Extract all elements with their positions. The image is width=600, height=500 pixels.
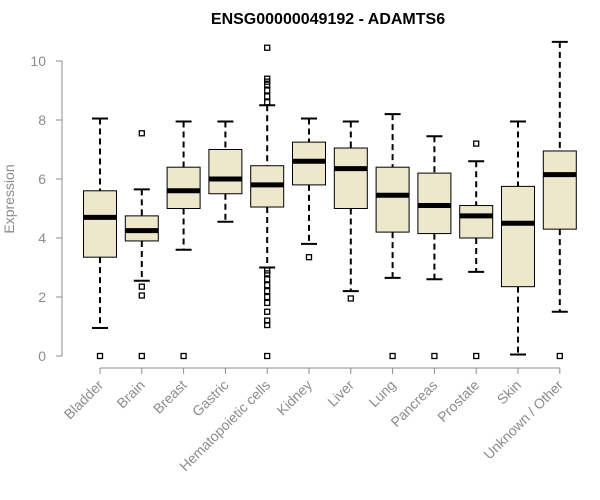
- y-axis: 0 2 4 6 8 10: [30, 53, 63, 364]
- outlier-point: [473, 140, 480, 147]
- y-tick-label: 2: [38, 289, 46, 305]
- box-iqr: [166, 166, 201, 209]
- box-iqr: [333, 147, 368, 209]
- y-tick-label: 0: [38, 348, 46, 364]
- box-group: [166, 120, 201, 360]
- outlier-point: [264, 299, 271, 307]
- x-tick-label: Prostate: [434, 377, 482, 425]
- outlier-point: [389, 352, 396, 360]
- box-group: [83, 117, 117, 360]
- outlier-point: [264, 321, 271, 329]
- outlier-point: [431, 352, 438, 360]
- outlier-point: [264, 81, 271, 88]
- outlier-point: [556, 352, 563, 360]
- outlier-point: [264, 270, 271, 277]
- y-tick-label: 8: [38, 112, 46, 128]
- box-group: [333, 120, 368, 302]
- outlier-point: [264, 44, 271, 51]
- box-group: [124, 130, 159, 360]
- outlier-point: [264, 99, 271, 106]
- box-group: [375, 113, 410, 360]
- x-tick-label: Skin: [494, 377, 525, 408]
- outlier-point: [138, 283, 145, 290]
- x-tick-label: Liver: [324, 377, 357, 410]
- box-iqr: [375, 166, 410, 233]
- x-tick-label: Kidney: [274, 377, 316, 419]
- box-group: [459, 140, 494, 360]
- box-iqr: [83, 190, 117, 258]
- outlier-point: [264, 293, 271, 301]
- outlier-point: [180, 352, 187, 360]
- outlier-point: [264, 308, 271, 315]
- outlier-point: [96, 352, 104, 360]
- outlier-point: [264, 93, 271, 100]
- box-group: [501, 120, 535, 356]
- box-iqr: [542, 150, 577, 230]
- box-group: [250, 44, 285, 360]
- y-axis-label: Expression: [1, 164, 17, 233]
- outlier-point: [138, 352, 145, 360]
- y-tick-label: 10: [30, 53, 46, 69]
- outlier-point: [264, 276, 271, 283]
- box-group: [542, 40, 577, 360]
- x-tick-label: Brain: [113, 377, 147, 411]
- box-iqr: [459, 205, 494, 239]
- y-tick-label: 6: [38, 171, 46, 187]
- y-tick-label: 4: [38, 230, 46, 246]
- x-tick-label: Lung: [365, 377, 398, 410]
- box-iqr: [208, 149, 243, 195]
- outlier-point: [347, 295, 354, 302]
- outlier-point: [138, 292, 145, 299]
- outlier-point: [264, 282, 271, 289]
- chart-title: ENSG00000049192 - ADAMTS6: [211, 11, 445, 28]
- box-group: [208, 120, 243, 223]
- x-tick-label: Unknown / Other: [480, 377, 566, 463]
- outlier-point: [264, 87, 271, 94]
- outlier-point: [264, 287, 271, 295]
- x-tick-label: Breast: [150, 377, 190, 417]
- outlier-point: [138, 130, 145, 137]
- outlier-point: [305, 254, 313, 261]
- box-group: [292, 117, 326, 261]
- box-iqr: [501, 185, 535, 288]
- outlier-point: [473, 352, 480, 360]
- outlier-point: [264, 352, 271, 360]
- x-tick-label: Bladder: [61, 377, 107, 423]
- box-series: [83, 40, 577, 360]
- box-group: [417, 135, 452, 360]
